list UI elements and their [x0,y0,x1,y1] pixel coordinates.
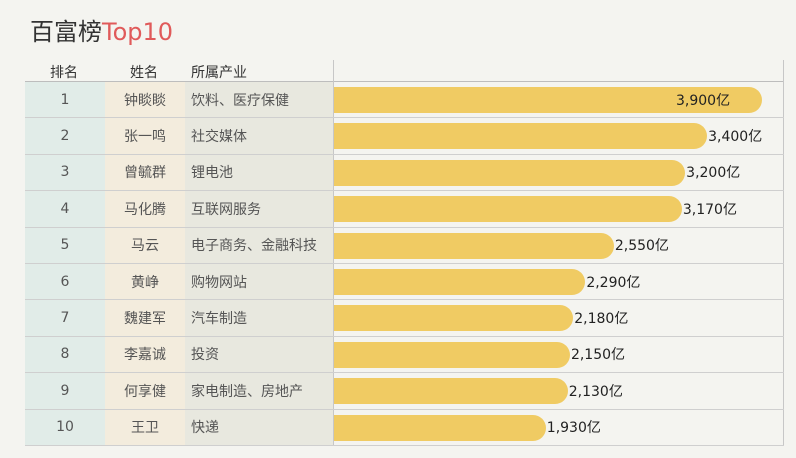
name-cell: 王卫 [105,409,185,445]
bar-area-right-border [783,60,784,446]
data-label: 3,900亿 [676,92,731,109]
table-row: 6 黄峥 购物网站 2,290亿 [25,264,784,301]
name-cell: 魏建军 [105,300,185,336]
title-accent: Top10 [102,18,174,46]
bar [334,414,546,441]
bar [334,305,574,332]
industry-cell: 社交媒体 [185,118,333,154]
bar [334,232,614,259]
table-row: 2 张一鸣 社交媒体 3,400亿 [25,118,784,155]
bar [334,341,570,368]
rank-cell: 5 [25,227,105,263]
industry-cell: 购物网站 [185,264,333,300]
name-cell: 张一鸣 [105,118,185,154]
rank-cell: 6 [25,264,105,300]
bar [334,269,586,295]
table-row: 5 马云 电子商务、金融科技 2,550亿 [25,227,784,264]
name-cell: 曾毓群 [105,154,185,191]
data-label: 1,930亿 [546,420,601,437]
table-row: 10 王卫 快递 1,930亿 [25,409,784,446]
title-main: 百富榜 [30,18,102,46]
header-rank: 排名 [50,65,78,81]
bar [334,159,686,186]
header-name: 姓名 [130,65,158,81]
table-row: 8 李嘉诚 投资 2,150亿 [25,336,784,374]
data-label: 2,180亿 [574,311,629,328]
table-row: 3 曾毓群 锂电池 3,200亿 [25,154,784,192]
header-divider [25,81,784,82]
data-label: 2,550亿 [614,238,669,255]
data-label: 2,290亿 [586,274,641,291]
name-cell: 李嘉诚 [105,336,185,373]
rank-cell: 3 [25,154,105,191]
bar [334,123,708,150]
data-label: 2,150亿 [570,347,626,364]
industry-cell: 饮料、医疗保健 [185,82,333,118]
rank-cell: 1 [25,82,105,118]
bar [334,378,568,405]
ranking-chart: 排名 姓名 所属产业 1 钟睒睒 饮料、医疗保健 3,900亿 2 张一鸣 社交媒体 3,40… [25,60,784,446]
rank-cell: 10 [25,409,105,445]
table-row: 4 马化腾 互联网服务 3,170亿 [25,191,784,228]
rank-cell: 9 [25,373,105,409]
data-label: 3,200亿 [686,165,741,182]
rank-cell: 8 [25,336,105,373]
rank-cell: 4 [25,191,105,227]
name-cell: 黄峥 [105,264,185,300]
name-cell: 钟睒睒 [105,82,185,118]
table-row: 1 钟睒睒 饮料、医疗保健 3,900亿 [25,82,784,119]
header-industry: 所属产业 [191,65,247,81]
bar [334,87,762,113]
table-header: 排名 姓名 所属产业 [25,60,784,81]
rank-cell: 7 [25,300,105,336]
industry-cell: 汽车制造 [185,300,333,336]
page-title: 百富榜Top10 [30,16,173,48]
data-label: 3,170亿 [682,201,737,218]
industry-cell: 电子商务、金融科技 [185,227,333,263]
name-cell: 何享健 [105,373,185,409]
rank-cell: 2 [25,118,105,154]
industry-cell: 快递 [185,409,333,445]
name-cell: 马化腾 [105,191,185,227]
industry-cell: 互联网服务 [185,191,333,227]
table-row: 9 何享健 家电制造、房地产 2,130亿 [25,373,784,410]
bar-area-left-border [333,60,334,446]
data-label: 2,130亿 [568,383,623,400]
data-label: 3,400亿 [708,129,763,146]
industry-cell: 家电制造、房地产 [185,373,333,409]
table-row: 7 魏建军 汽车制造 2,180亿 [25,300,784,337]
name-cell: 马云 [105,227,185,263]
industry-cell: 投资 [185,336,333,373]
bar [334,196,682,223]
industry-cell: 锂电池 [185,154,333,191]
